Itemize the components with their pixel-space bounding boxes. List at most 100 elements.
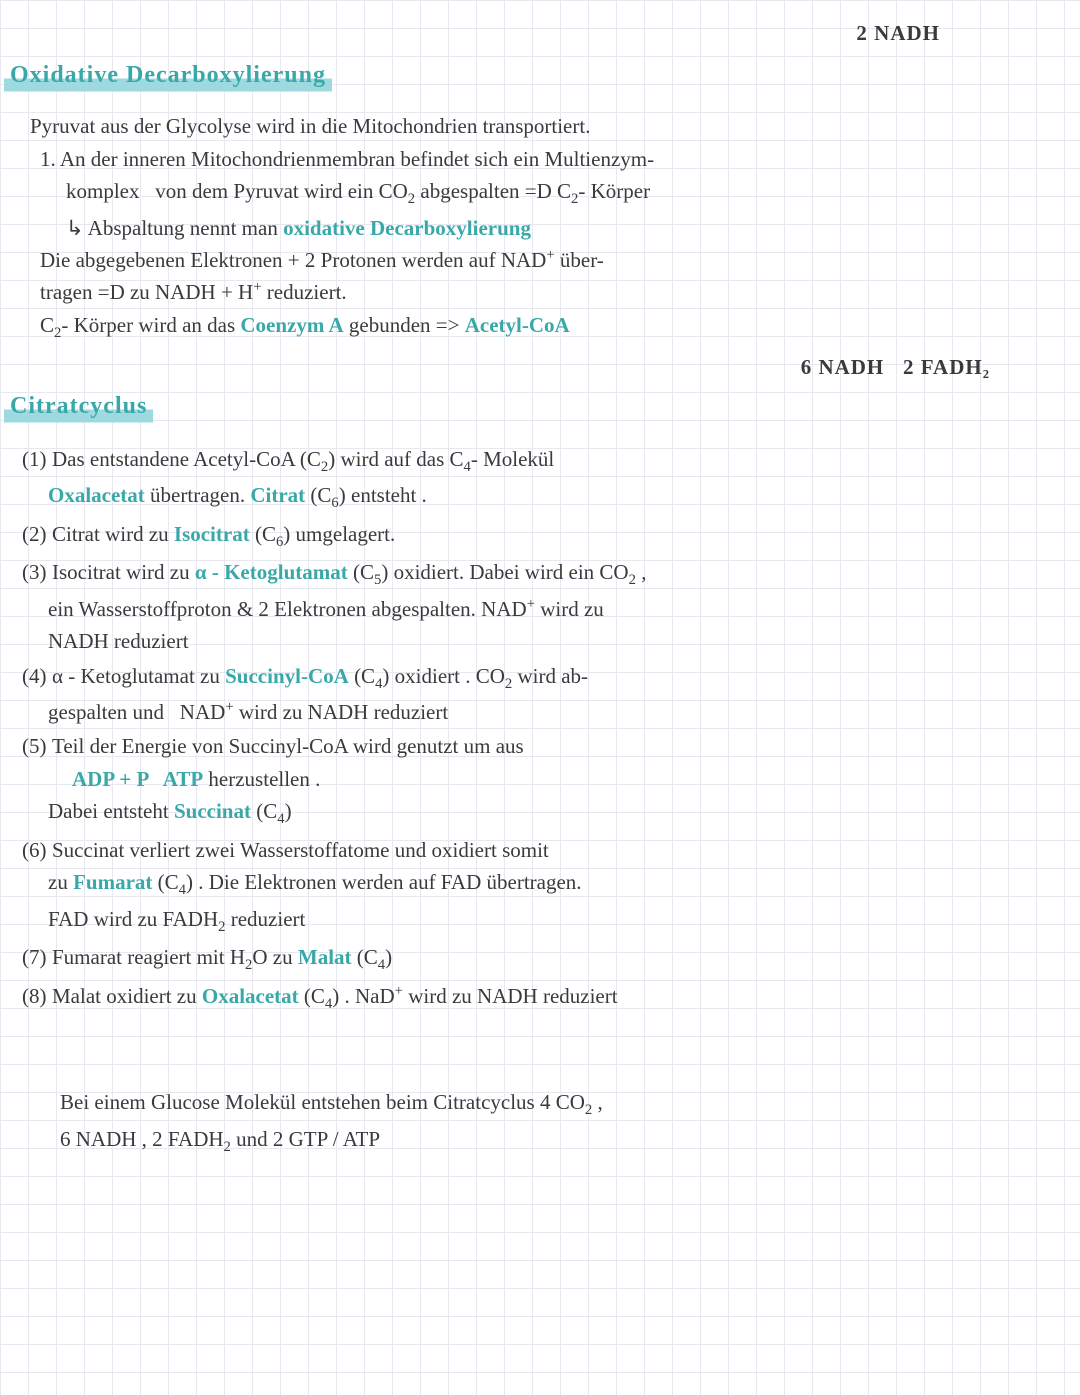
term-isocitrat: Isocitrat bbox=[174, 522, 250, 546]
text: reduziert. bbox=[262, 280, 347, 304]
text: - Körper wird an das bbox=[61, 313, 240, 337]
sup: + bbox=[546, 247, 554, 263]
num: (7) bbox=[22, 942, 52, 972]
summary: Bei einem Glucose Molekül entstehen beim… bbox=[60, 1087, 1050, 1158]
text: - Körper bbox=[578, 179, 650, 203]
step-2: (2)Citrat wird zu Isocitrat (C6) umgelag… bbox=[22, 519, 1050, 554]
text: ) bbox=[285, 799, 292, 823]
text: ) oxidiert. Dabei wird ein CO bbox=[381, 560, 628, 584]
sub: 2 bbox=[224, 1139, 231, 1155]
text: wird ab- bbox=[512, 664, 588, 688]
text: - Molekül bbox=[471, 447, 554, 471]
num: (8) bbox=[22, 981, 52, 1011]
term-oxalacetat: Oxalacetat bbox=[48, 483, 145, 507]
text: abgespalten =D C bbox=[415, 179, 571, 203]
heading-citratcyclus: Citratcyclus bbox=[4, 389, 153, 426]
text: Bei einem Glucose Molekül entstehen beim… bbox=[60, 1090, 585, 1114]
b1-l3: C2- Körper wird an das Coenzym A gebunde… bbox=[40, 310, 1050, 345]
text: α - Ketoglutamat zu bbox=[52, 664, 225, 688]
sub: 4 bbox=[464, 459, 471, 475]
term-citrat: Citrat bbox=[250, 483, 305, 507]
text: gebunden => bbox=[344, 313, 465, 337]
term-oxidative-decarb: oxidative Decarboxylierung bbox=[283, 216, 531, 240]
step-3: (3)Isocitrat wird zu α - Ketoglutamat (C… bbox=[22, 557, 1050, 656]
text: (C bbox=[251, 799, 277, 823]
text: NADH reduziert bbox=[48, 626, 1050, 656]
step-7: (7)Fumarat reagiert mit H2O zu Malat (C4… bbox=[22, 942, 1050, 977]
num: (4) bbox=[22, 661, 52, 691]
b1-l2a: Die abgegebenen Elektronen + 2 Protonen … bbox=[40, 245, 1050, 275]
text: Isocitrat wird zu bbox=[52, 560, 195, 584]
num: (6) bbox=[22, 835, 52, 865]
step-8: (8)Malat oxidiert zu Oxalacetat (C4) . N… bbox=[22, 981, 1050, 1016]
text: reduziert bbox=[225, 907, 305, 931]
sup: + bbox=[253, 279, 261, 295]
text: zu bbox=[48, 870, 73, 894]
text: O zu bbox=[252, 945, 298, 969]
text: Succinat verliert zwei Wasserstoffatome … bbox=[52, 838, 549, 862]
notes-page: 2 NADH Oxidative Decarboxylierung Pyruva… bbox=[0, 0, 1080, 1180]
b1-l1b: komplex von dem Pyruvat wird ein CO2 abg… bbox=[66, 176, 1050, 211]
step-5: (5)Teil der Energie von Succinyl-CoA wir… bbox=[22, 731, 1050, 830]
text: ↳ Abspaltung nennt man bbox=[66, 216, 283, 240]
top-note: 2 NADH bbox=[30, 18, 1050, 48]
term-succinyl-coa: Succinyl-CoA bbox=[225, 664, 349, 688]
b1-l2b: tragen =D zu NADH + H+ reduziert. bbox=[40, 277, 1050, 307]
text: Malat oxidiert zu bbox=[52, 984, 202, 1008]
text: ) umgelagert. bbox=[283, 522, 395, 546]
text: (C bbox=[299, 984, 325, 1008]
text: ) entsteht . bbox=[339, 483, 427, 507]
text: ) . NaD bbox=[332, 984, 394, 1008]
text: , bbox=[636, 560, 647, 584]
text: wird zu NADH reduziert bbox=[403, 984, 618, 1008]
text: (C bbox=[348, 560, 374, 584]
text: Die abgegebenen Elektronen + 2 Protonen … bbox=[40, 248, 546, 272]
text: FAD wird zu FADH bbox=[48, 907, 218, 931]
sub: 4 bbox=[277, 812, 284, 828]
text: ein Wasserstoffproton & 2 Elektronen abg… bbox=[48, 597, 527, 621]
text: ) . Die Elektronen werden auf FAD übertr… bbox=[186, 870, 582, 894]
text: wird zu bbox=[535, 597, 604, 621]
sub: 6 bbox=[331, 495, 338, 511]
text: Teil der Energie von Succinyl-CoA wird g… bbox=[52, 734, 524, 758]
text: Fumarat reagiert mit H bbox=[52, 945, 245, 969]
sub: 2 bbox=[629, 572, 636, 588]
text: 6 NADH , 2 FADH bbox=[60, 1127, 224, 1151]
cycle-list: (1)Das entstandene Acetyl-CoA (C2) wird … bbox=[22, 444, 1050, 1016]
num: (3) bbox=[22, 557, 52, 587]
step-1: (1)Das entstandene Acetyl-CoA (C2) wird … bbox=[22, 444, 1050, 515]
mid-note: 6 NADH 2 FADH₂ bbox=[30, 352, 1050, 382]
term-acetyl-coa: Acetyl-CoA bbox=[465, 313, 570, 337]
step-6: (6)Succinat verliert zwei Wasserstoffato… bbox=[22, 835, 1050, 938]
text: ) bbox=[385, 945, 392, 969]
text: Dabei entsteht bbox=[48, 799, 174, 823]
sup: + bbox=[395, 983, 403, 999]
text: komplex von dem Pyruvat wird ein CO bbox=[66, 179, 408, 203]
text: ) oxidiert . CO bbox=[382, 664, 504, 688]
text: übertragen. bbox=[145, 483, 251, 507]
term-malat: Malat bbox=[298, 945, 352, 969]
text: Citrat wird zu bbox=[52, 522, 174, 546]
text: tragen =D zu NADH + H bbox=[40, 280, 253, 304]
text: , bbox=[592, 1090, 603, 1114]
text: ) wird auf das C bbox=[328, 447, 463, 471]
text: (C bbox=[152, 870, 178, 894]
term-adp-atp: ADP + P ATP bbox=[72, 767, 203, 791]
text: (C bbox=[250, 522, 276, 546]
term-coenzym-a: Coenzym A bbox=[240, 313, 343, 337]
text: (C bbox=[352, 945, 378, 969]
heading-oxidative: Oxidative Decarboxylierung bbox=[4, 58, 332, 95]
term-oxalacetat-2: Oxalacetat bbox=[202, 984, 299, 1008]
term-fumarat: Fumarat bbox=[73, 870, 152, 894]
text: Das entstandene Acetyl-CoA (C bbox=[52, 447, 321, 471]
text: wird zu NADH reduziert bbox=[234, 700, 449, 724]
text: (C bbox=[349, 664, 375, 688]
text: über- bbox=[555, 248, 604, 272]
text: gespalten und NAD bbox=[48, 700, 225, 724]
text: (C bbox=[305, 483, 331, 507]
block-1: 1. An der inneren Mitochondrienmembran b… bbox=[40, 144, 1050, 345]
num: (5) bbox=[22, 731, 52, 761]
text: und 2 GTP / ATP bbox=[231, 1127, 380, 1151]
text: C bbox=[40, 313, 54, 337]
step-4: (4)α - Ketoglutamat zu Succinyl-CoA (C4)… bbox=[22, 661, 1050, 728]
